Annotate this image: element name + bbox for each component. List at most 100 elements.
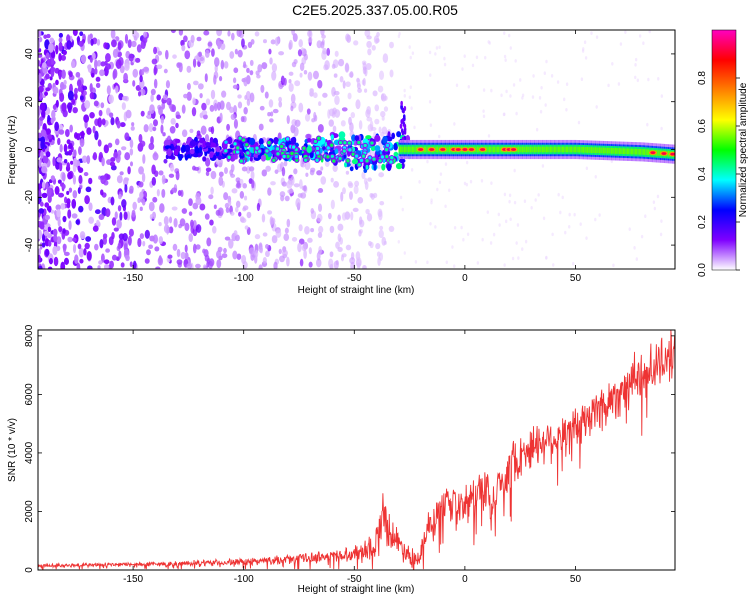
heatmap-cell	[128, 228, 134, 237]
heatmap-cell	[129, 148, 134, 156]
heatmap-cell	[318, 225, 324, 234]
heatmap-cell	[408, 95, 412, 100]
heatmap-cell	[38, 208, 45, 214]
heatmap-cell	[337, 223, 344, 232]
heatmap-cell	[87, 265, 93, 269]
heatmap-cell	[604, 147, 606, 154]
heatmap-cell	[646, 122, 649, 127]
heatmap-cell	[68, 220, 72, 231]
heatmap-cell	[92, 152, 98, 161]
heatmap-cell	[209, 219, 214, 226]
heatmap-cell	[292, 33, 298, 42]
heatmap-cell	[46, 128, 51, 136]
snr-frame	[37, 329, 676, 571]
heatmap-cell	[370, 193, 375, 200]
heatmap-cell	[293, 126, 299, 137]
heatmap-cell	[444, 162, 448, 166]
heatmap-cell	[261, 169, 267, 177]
heatmap-cell	[521, 247, 524, 251]
heatmap-cell	[298, 179, 303, 189]
heatmap-cell	[302, 157, 309, 163]
heatmap-cell	[101, 118, 106, 126]
heatmap-cell	[181, 129, 188, 138]
heatmap-cell	[72, 106, 78, 114]
heatmap-cell	[640, 148, 642, 155]
heatmap-cell	[618, 148, 621, 154]
heatmap-cell	[38, 212, 41, 218]
heatmap-cell	[52, 86, 59, 95]
heatmap-cell	[273, 137, 279, 145]
heatmap-cell	[249, 70, 254, 76]
heatmap-cell	[138, 133, 143, 143]
x-tick-label: -150	[123, 574, 143, 585]
heatmap-cell	[572, 261, 575, 266]
heatmap-cell	[594, 147, 597, 154]
y-tick-label: 20	[24, 96, 35, 108]
heatmap-cell	[573, 146, 575, 153]
heatmap-cell	[229, 169, 234, 176]
heatmap-cell	[105, 248, 110, 253]
heatmap-cell	[155, 266, 161, 269]
heatmap-cell	[465, 182, 469, 187]
heatmap-cell	[362, 142, 368, 149]
heatmap-cell	[315, 150, 321, 156]
heatmap-cell	[465, 160, 469, 165]
heatmap-cell	[324, 60, 330, 70]
heatmap-cell	[204, 213, 210, 220]
heatmap-cell	[330, 177, 334, 183]
heatmap-cell	[45, 181, 49, 190]
heatmap-cell	[523, 199, 527, 204]
heatmap-cell	[102, 233, 108, 239]
heatmap-cell	[583, 40, 587, 45]
heatmap-cell	[249, 156, 253, 162]
heatmap-cell	[259, 105, 265, 111]
heatmap-cell	[142, 240, 146, 247]
heatmap-cell	[326, 47, 331, 56]
heatmap-cell	[117, 150, 122, 157]
heatmap-cell	[90, 38, 94, 46]
heatmap-cell	[55, 204, 61, 211]
heatmap-cell	[490, 88, 493, 93]
heatmap-cell	[584, 146, 586, 153]
heatmap-cell	[41, 166, 48, 174]
heatmap-cell	[356, 139, 362, 146]
heatmap-cell	[516, 223, 520, 227]
heatmap-cell	[512, 83, 516, 87]
heatmap-cell	[152, 126, 157, 132]
heatmap-cell	[288, 82, 294, 92]
heatmap-cell	[330, 134, 335, 140]
heatmap-cell	[614, 148, 617, 154]
heatmap-cell	[99, 69, 105, 77]
heatmap-cell	[199, 137, 204, 144]
heatmap-cell	[307, 30, 312, 38]
snr-y-ticks: 0 2000 4000 6000 8000	[24, 324, 675, 573]
heatmap-cell	[482, 109, 485, 113]
heatmap-cell	[184, 222, 190, 232]
heatmap-cell	[50, 175, 56, 181]
heatmap-cell	[249, 92, 255, 103]
heatmap-cell	[204, 73, 208, 83]
heatmap-cell	[38, 159, 42, 168]
heatmap-cell	[645, 149, 647, 156]
heatmap-cell	[358, 120, 363, 130]
heatmap-cell	[86, 155, 91, 165]
heatmap-cell	[362, 66, 367, 75]
heatmap-cell	[661, 152, 667, 155]
heatmap-cell	[52, 104, 57, 110]
heatmap-cell	[467, 85, 470, 89]
heatmap-cell	[233, 153, 238, 160]
heatmap-cell	[647, 77, 650, 82]
heatmap-cell	[396, 131, 402, 138]
heatmap-cell	[237, 49, 243, 58]
heatmap-cell	[243, 106, 248, 115]
heatmap-cell	[403, 123, 407, 129]
heatmap-cell	[58, 129, 65, 135]
heatmap-cell	[307, 237, 313, 243]
heatmap-cell	[616, 148, 618, 154]
heatmap-cell	[308, 261, 313, 268]
heatmap-cell	[365, 62, 372, 71]
heatmap-cell	[105, 53, 111, 63]
heatmap-cell	[314, 157, 320, 163]
heatmap-cell	[403, 88, 406, 93]
